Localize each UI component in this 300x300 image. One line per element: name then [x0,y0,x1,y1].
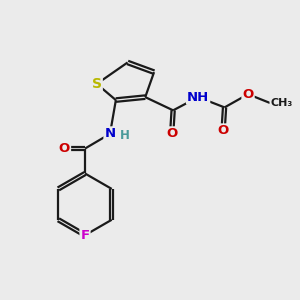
Text: H: H [120,129,130,142]
Text: F: F [80,229,90,242]
Text: N: N [104,127,116,140]
Text: O: O [166,127,177,140]
Text: S: S [92,77,102,91]
Text: NH: NH [187,91,209,103]
Text: CH₃: CH₃ [270,98,292,108]
Text: O: O [242,88,254,101]
Text: O: O [59,142,70,155]
Text: O: O [218,124,229,137]
